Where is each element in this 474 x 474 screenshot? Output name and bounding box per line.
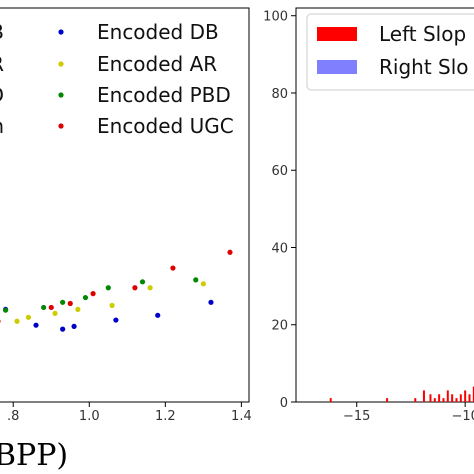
legend-marker-encoded-pbd [58,92,64,98]
histogram-bar-left-slop [442,398,445,402]
scatter-point-encoded-pbd [193,277,199,283]
scatter-point-encoded-ugc [48,304,54,311]
legend-label-fragment: BD [0,83,4,107]
legend-label: Left Slop [379,22,466,46]
histogram-bar-left-slop [422,390,425,402]
right-histogram-plot: 0 20 40 60 80 100 −15 −10 Left Slop Right Slo [263,7,474,424]
scatter-point-encoded-pbd [60,299,66,305]
scatter-point-encoded-db [155,312,161,318]
right-y-tick-label: 20 [271,319,288,334]
right-y-tick-label: 100 [263,10,288,25]
right-y-tick-label: 0 [280,396,288,411]
scatter-point-encoded-ugc [227,249,233,255]
scatter-point-encoded-db [60,326,66,332]
legend-label: Right Slo [379,55,469,79]
scatter-point-encoded-ar [75,306,81,313]
scatter-point-encoded-pbd [82,294,89,301]
legend-label: Encoded AR [97,52,217,76]
legend-marker-encoded-ugc [58,123,64,129]
scatter-point-encoded-pbd [3,307,9,313]
left-x-tick-label: 1.2 [155,409,176,424]
left-x-tick-label: .8 [7,409,19,424]
legend-marker-encoded-ar [58,61,64,67]
legend-swatch-left-slop [317,27,357,41]
scatter-point-encoded-ar [200,281,206,287]
histogram-bar-left-slop [446,390,449,402]
histogram-bar-left-slop [455,398,458,402]
histogram-bar-left-slop [386,398,389,402]
right-legend: Left Slop Right Slo [306,13,474,91]
scatter-point-encoded-ugc [132,285,138,291]
scatter-point-encoded-ar [52,310,58,316]
scatter-point-encoded-ugc [90,291,96,297]
scatter-point-encoded-pbd [139,279,146,285]
legend-marker-encoded-db [58,29,64,35]
left-x-tick-label: 1.0 [79,409,100,424]
histogram-bar-left-slop [472,386,474,402]
scatter-point-encoded-pbd [105,285,111,291]
histogram-bar-left-slop [451,394,454,402]
legend-label: Encoded DB [97,20,219,44]
right-y-ticks: 0 20 40 60 80 100 [263,10,296,411]
histogram-bar-left-slop [459,394,462,402]
legend-label-fragment: AR [0,52,4,76]
histogram-bar-left-slop [438,394,441,402]
left-legend: Encoded DB Encoded AR Encoded PBD Encoded U… [0,20,234,138]
scatter-point-encoded-ar [25,314,32,320]
legend-label: Encoded UGC [97,114,234,138]
scatter-point-encoded-db [208,299,214,305]
histogram-bar-left-slop [464,390,467,402]
scatter-point-encoded-db [71,323,77,329]
histogram-bar-left-slop [433,398,436,402]
right-x-ticks: −15 −10 [343,402,474,424]
scatter-point-encoded-ugc [170,265,176,271]
left-data-points [0,249,233,332]
right-y-tick-label: 80 [271,87,288,102]
left-x-ticks: .8 1.0 1.2 1.4 [7,402,252,424]
scatter-point-encoded-ugc [67,300,73,307]
histogram-bar-left-slop [468,394,471,402]
legend-label-fragment: DB [0,20,4,44]
scatter-point-encoded-ar [109,302,115,309]
legend-label: Encoded PBD [97,83,231,107]
scatter-point-encoded-db [33,322,39,328]
right-x-tick-label: −10 [451,409,474,424]
legend-label-fragment: ation [0,114,4,138]
scatter-point-encoded-ar [14,318,20,324]
scatter-point-encoded-pbd [41,304,47,311]
right-y-tick-label: 40 [271,241,288,256]
legend-swatch-right-slo [317,60,357,74]
histogram-bar-left-slop [329,398,332,402]
right-x-tick-label: −15 [343,409,370,424]
right-histogram-bars [329,386,474,402]
left-x-tick-label: 1.4 [231,409,252,424]
histogram-bar-left-slop [414,398,417,402]
histogram-bar-left-slop [429,394,432,402]
right-y-tick-label: 60 [271,164,288,179]
scatter-point-encoded-ar [147,285,153,291]
left-x-axis-label: BPP) [0,438,68,473]
scatter-point-encoded-ugc [0,319,1,323]
left-plot-frame [0,7,250,403]
scatter-point-encoded-db [113,317,119,323]
